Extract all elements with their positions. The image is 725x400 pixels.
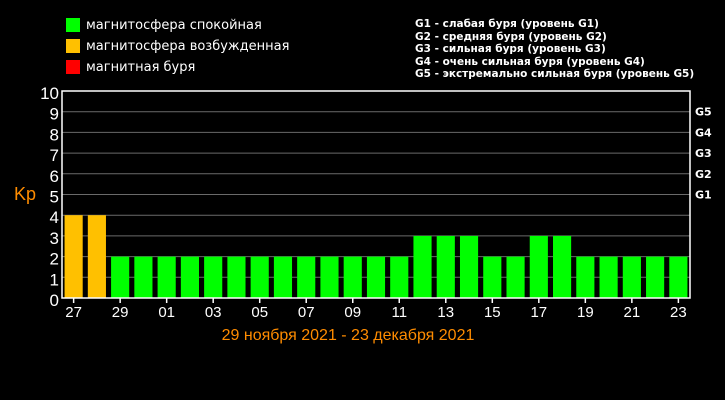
grid	[62, 90, 690, 278]
bar-1	[87, 215, 106, 298]
bar-8	[250, 256, 269, 298]
bar-25	[646, 256, 665, 298]
y-tick-label-5: 5	[50, 188, 59, 207]
bar-10	[297, 256, 316, 298]
bar-9	[273, 256, 293, 298]
plot-frame	[61, 90, 691, 299]
x-tick-label-19: 19	[577, 304, 594, 321]
bar-24	[622, 256, 641, 298]
bar-5	[180, 256, 199, 298]
x-tick-label-15: 15	[484, 304, 501, 321]
bar-4	[157, 256, 176, 298]
y-axis-label: Kp	[14, 184, 36, 204]
y-tick-label-0: 0	[50, 291, 59, 310]
legend-label-active: магнитосфера возбужденная	[86, 39, 290, 54]
y-tick-label-7: 7	[50, 146, 59, 165]
storm-scale-g4: G4 - очень сильная буря (уровень G4)	[415, 55, 645, 68]
bar-6	[204, 256, 223, 298]
right-tick-label-g5: G5	[695, 106, 712, 119]
bar-20	[529, 235, 548, 298]
right-tick-label-g2: G2	[695, 168, 712, 181]
y-tick-label-2: 2	[50, 250, 59, 269]
x-tick-label-05: 05	[251, 304, 268, 321]
storm-scale-g1: G1 - слабая буря (уровень G1)	[415, 18, 599, 30]
bar-17	[459, 235, 479, 298]
y-tick-label-4: 4	[50, 208, 59, 227]
bars	[64, 215, 688, 298]
bar-2	[111, 256, 130, 298]
bar-3	[134, 256, 153, 298]
x-tick-label-21: 21	[624, 304, 641, 321]
x-tick-label-29: 29	[112, 304, 129, 321]
right-tick-label-g3: G3	[695, 147, 712, 160]
y-tick-label-9: 9	[50, 105, 59, 124]
x-tick-label-07: 07	[298, 304, 315, 321]
x-tick-label-09: 09	[344, 304, 361, 321]
storm-scale-g2: G2 - средняя буря (уровень G2)	[415, 30, 607, 43]
bar-7	[227, 256, 246, 298]
right-tick-label-g4: G4	[695, 126, 712, 139]
y-tick-label-6: 6	[50, 167, 59, 186]
bar-23	[599, 256, 618, 298]
bar-15	[413, 235, 432, 298]
x-tick-label-13: 13	[437, 304, 454, 321]
bar-16	[436, 235, 455, 298]
bar-14	[390, 256, 409, 298]
bar-13	[366, 256, 386, 298]
bar-19	[506, 256, 525, 298]
bar-12	[343, 256, 362, 298]
y-tick-label-10: 10	[40, 84, 59, 103]
bar-18	[483, 256, 502, 298]
x-tick-label-01: 01	[158, 304, 175, 321]
storm-scale: G1 - слабая буря (уровень G1) G2 - средн…	[415, 18, 694, 81]
y-tick-label-1: 1	[50, 270, 59, 289]
x-tick-label-23: 23	[670, 304, 687, 321]
y-tick-label-8: 8	[50, 125, 59, 144]
storm-scale-g3: G3 - сильная буря (уровень G3)	[415, 43, 606, 55]
bar-11	[320, 256, 339, 298]
x-axis-label: 29 ноября 2021 - 23 декабря 2021	[222, 327, 475, 344]
legend-swatch-active	[66, 39, 80, 53]
legend-swatch-storm	[66, 60, 80, 74]
legend-label-quiet: магнитосфера спокойная	[86, 18, 262, 33]
x-tick-label-03: 03	[205, 304, 222, 321]
legend-swatch-quiet	[66, 18, 80, 32]
right-tick-label-g1: G1	[695, 189, 712, 202]
x-tick-label-17: 17	[530, 304, 547, 321]
bar-0	[64, 215, 83, 298]
y-tick-label-3: 3	[50, 229, 59, 248]
bar-22	[576, 256, 595, 298]
x-tick-label-27: 27	[65, 304, 82, 321]
legend-label-storm: магнитная буря	[86, 60, 196, 75]
bar-26	[669, 256, 688, 298]
storm-scale-g5: G5 - экстремально сильная буря (уровень …	[415, 68, 695, 80]
x-tick-label-11: 11	[391, 304, 407, 321]
bar-21	[553, 235, 572, 298]
